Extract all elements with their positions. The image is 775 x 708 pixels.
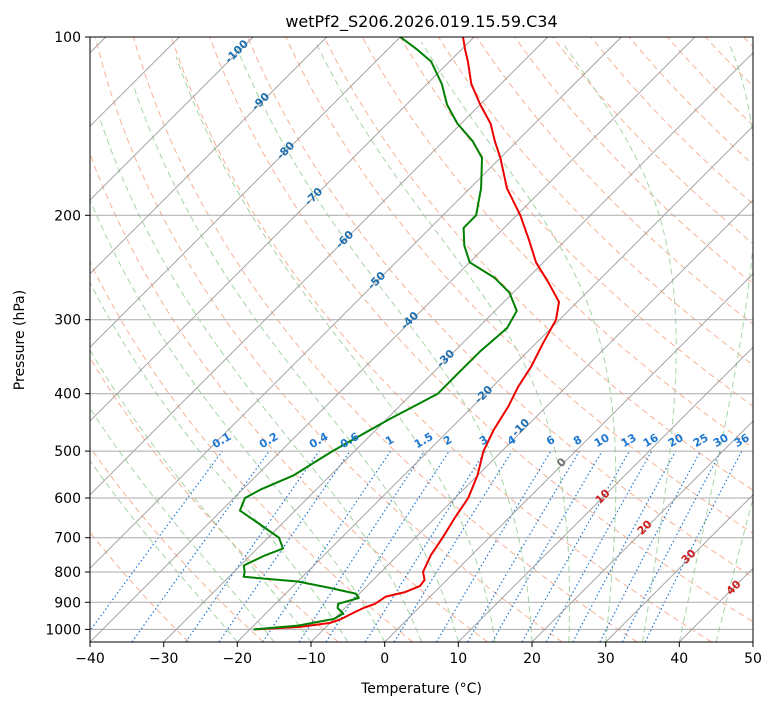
isotherm-line bbox=[90, 37, 696, 642]
moist-adiabat-line bbox=[315, 41, 570, 642]
y-tick-label: 300 bbox=[54, 313, 81, 329]
mixing-ratio-line bbox=[521, 450, 631, 642]
y-tick-label: 900 bbox=[54, 595, 81, 611]
moist-adiabat-line bbox=[561, 41, 677, 642]
dry-adiabats bbox=[90, 37, 753, 642]
isotherm-line bbox=[310, 199, 753, 642]
x-tick-label: −40 bbox=[75, 651, 105, 667]
x-tick-label: 50 bbox=[744, 651, 762, 667]
y-axis: 100 200 300 400 500 600 700 800 900 1000 bbox=[45, 30, 90, 638]
x-tick-label: 30 bbox=[597, 651, 615, 667]
isotherm-line bbox=[90, 37, 401, 348]
moist-adiabat-line bbox=[132, 83, 459, 642]
moist-adiabat-line bbox=[715, 497, 753, 642]
plot-area: -100-90-80-70-60-50-40-30-20-1000.1 0.2 0.… bbox=[90, 37, 753, 642]
dry-adiabat-line bbox=[514, 37, 753, 285]
mixing-ratio-line bbox=[491, 450, 603, 642]
mixing-ratio-line bbox=[466, 450, 580, 642]
moist-adiabat-line bbox=[678, 41, 753, 642]
mixing-ratio-line bbox=[393, 450, 513, 642]
isotherm-line bbox=[236, 125, 753, 642]
moist-adiabat-line bbox=[421, 41, 617, 642]
moist-adiabat-line bbox=[90, 281, 349, 642]
dry-adiabat-line bbox=[323, 37, 753, 491]
y-tick-label: 800 bbox=[54, 565, 81, 581]
dewpoint-profile-line bbox=[238, 37, 518, 631]
isotherm-line bbox=[90, 37, 549, 496]
isotherm-line bbox=[457, 346, 753, 642]
x-axis: −40 −30 −20 −10 0 10 20 30 40 50 bbox=[75, 642, 762, 667]
x-tick-label: 20 bbox=[523, 651, 541, 667]
mixing-ratio-line bbox=[218, 450, 351, 642]
y-axis-title: Pressure (hPa) bbox=[12, 290, 28, 390]
isobars bbox=[90, 37, 753, 630]
isotherm-line bbox=[163, 52, 753, 642]
sounding-profiles bbox=[238, 37, 560, 631]
dry-adiabat-line bbox=[476, 37, 753, 325]
mixing-ratio-line bbox=[131, 450, 270, 642]
isotherm-line bbox=[90, 37, 622, 569]
dry-adiabat-line bbox=[90, 446, 264, 642]
mixing-ratio-line bbox=[364, 450, 486, 642]
x-tick-label: −30 bbox=[149, 651, 179, 667]
isotherm-line bbox=[384, 273, 753, 642]
y-tick-label: 200 bbox=[54, 208, 81, 224]
chart-title: wetPf2_S206.2026.019.15.59.C34 bbox=[285, 12, 557, 32]
isotherm-line bbox=[90, 37, 475, 422]
moist-adiabat-line bbox=[234, 41, 533, 642]
dry-adiabat-line bbox=[94, 37, 563, 642]
y-tick-label: 600 bbox=[54, 491, 81, 507]
y-tick-label: 500 bbox=[54, 444, 81, 460]
mixing-ratio-line bbox=[185, 450, 320, 642]
mixing-ratio-line bbox=[325, 450, 450, 642]
y-tick-label: 400 bbox=[54, 387, 81, 403]
moist-adiabat-line bbox=[90, 349, 312, 642]
isotherm-line bbox=[531, 420, 753, 642]
x-tick-label: 10 bbox=[449, 651, 467, 667]
isotherm-line bbox=[90, 37, 328, 275]
mixing-ratio-line bbox=[90, 450, 223, 632]
y-tick-label: 700 bbox=[54, 531, 81, 547]
x-tick-label: 40 bbox=[670, 651, 688, 667]
moist-adiabat-line bbox=[90, 407, 275, 642]
isotherms bbox=[90, 37, 753, 642]
y-tick-label: 1000 bbox=[45, 622, 81, 638]
x-tick-label: −20 bbox=[223, 651, 253, 667]
dry-adiabat-line bbox=[247, 37, 753, 578]
dry-adiabat-line bbox=[399, 37, 753, 407]
plot-frame bbox=[89, 36, 754, 643]
dry-adiabat-line bbox=[209, 37, 753, 623]
moist-adiabat-line bbox=[99, 119, 422, 642]
mixing-ratio-line bbox=[572, 450, 677, 642]
dry-adiabat-line bbox=[90, 260, 414, 642]
isotherm-line bbox=[90, 37, 254, 201]
dry-adiabat-line bbox=[132, 37, 638, 642]
moist-adiabat-line bbox=[175, 56, 496, 642]
x-tick-label: −10 bbox=[296, 651, 326, 667]
x-axis-title: Temperature (°C) bbox=[360, 681, 482, 697]
x-tick-label: 0 bbox=[380, 651, 389, 667]
moist-adiabats bbox=[90, 41, 753, 642]
dry-adiabat-line bbox=[628, 37, 753, 166]
isotherm-line bbox=[605, 494, 753, 642]
temperature-profile-line bbox=[254, 37, 560, 631]
mixing-ratio-line bbox=[435, 450, 552, 642]
y-tick-label: 100 bbox=[54, 30, 81, 46]
